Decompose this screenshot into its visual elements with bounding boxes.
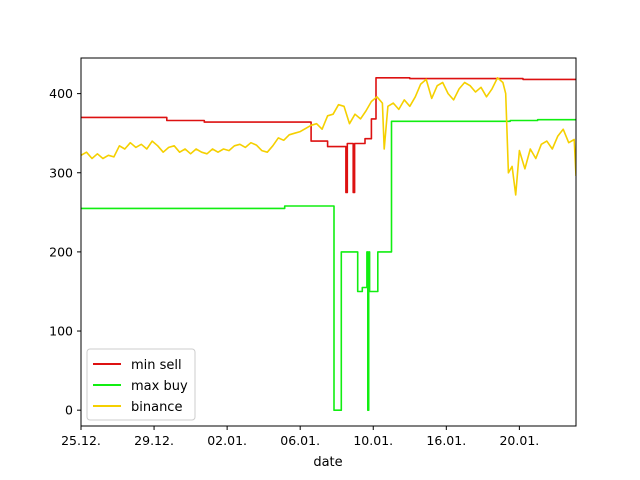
legend-label-max-buy: max buy	[131, 379, 188, 394]
y-tick-label: 0	[65, 403, 73, 418]
y-tick-label: 100	[49, 324, 73, 339]
x-tick-label: 29.12.	[134, 433, 174, 448]
legend: min sell max buy binance	[86, 348, 196, 421]
y-axis-ticks: 0 100 200 300 400	[49, 86, 81, 418]
x-tick-label: 25.12.	[61, 433, 101, 448]
x-axis-ticks: 25.12. 29.12. 02.01. 06.01. 10.01. 16.01. 20.0…	[61, 426, 539, 448]
x-tick-label: 16.01.	[426, 433, 466, 448]
y-tick-label: 200	[49, 244, 73, 259]
legend-label-min-sell: min sell	[131, 358, 182, 373]
x-axis-label: date	[313, 455, 342, 470]
series-line-binance	[81, 77, 576, 196]
plot-frame	[80, 57, 577, 427]
legend-label-binance: binance	[131, 400, 182, 415]
x-tick-label: 10.01.	[353, 433, 393, 448]
x-tick-label: 02.01.	[207, 433, 247, 448]
legend-box	[86, 348, 196, 421]
x-tick-label: 20.01.	[499, 433, 539, 448]
y-tick-label: 400	[49, 86, 73, 101]
series-layer	[81, 77, 576, 411]
y-tick-label: 300	[49, 165, 73, 180]
series-line-max-buy	[81, 118, 576, 411]
x-tick-label: 06.01.	[280, 433, 320, 448]
series-line-min-sell	[81, 77, 576, 194]
